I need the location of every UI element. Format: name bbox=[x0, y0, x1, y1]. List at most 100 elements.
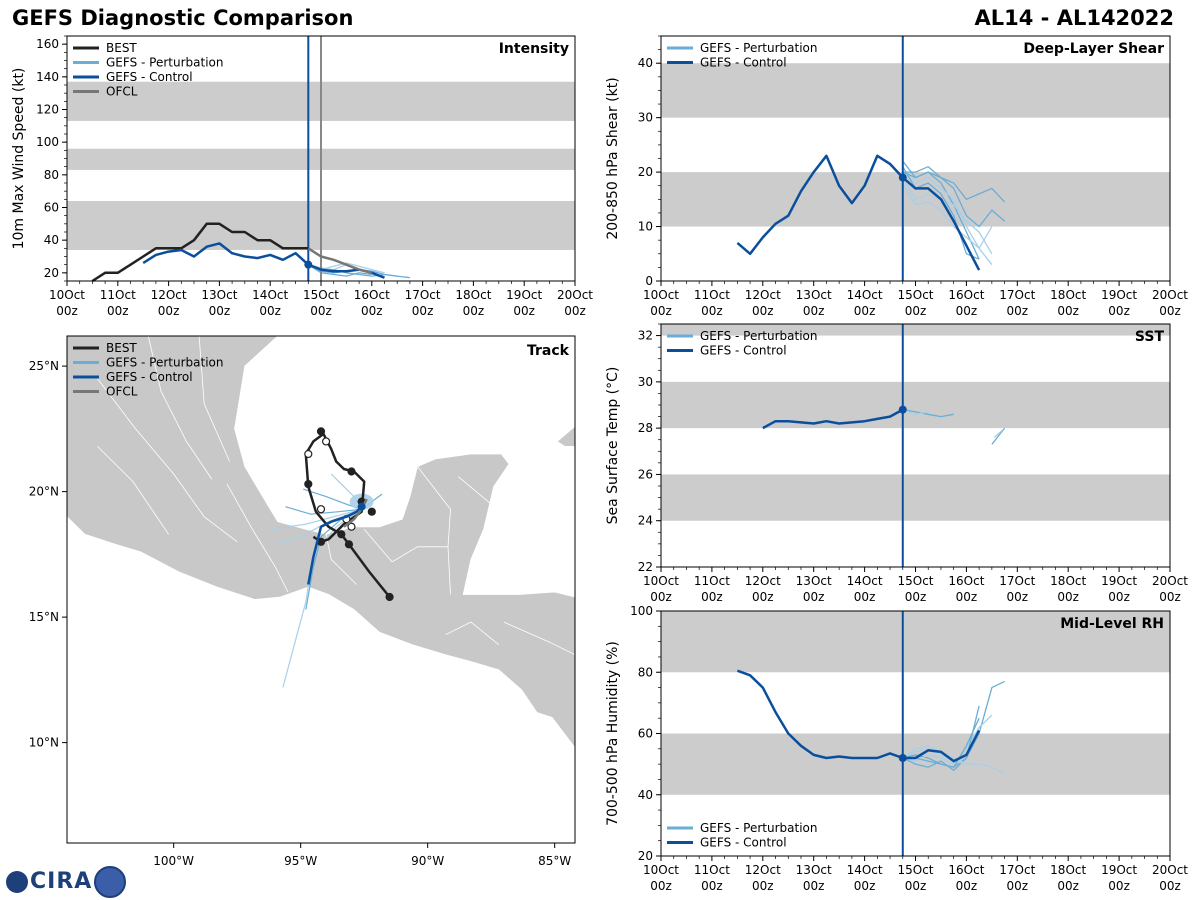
rh-xtick-hour-label: 00z bbox=[701, 879, 723, 893]
rh-xtick-day-label: 13Oct bbox=[796, 863, 832, 877]
rh-perturbation-line bbox=[902, 714, 993, 765]
intensity-init-marker bbox=[304, 260, 313, 269]
shear-perturbation-line bbox=[902, 165, 1006, 228]
track-legend-label: BEST bbox=[106, 341, 137, 355]
sst-xtick-day-label: 12Oct bbox=[745, 574, 781, 588]
sst-xtick-hour-label: 00z bbox=[956, 590, 978, 604]
intensity-legend-label: GEFS - Control bbox=[106, 70, 193, 84]
rh-band bbox=[661, 611, 1170, 673]
intensity-legend-label: BEST bbox=[106, 41, 137, 55]
rh-xtick-day-label: 10Oct bbox=[643, 863, 679, 877]
shear-ytick-label: 40 bbox=[638, 56, 653, 70]
land-cuba bbox=[556, 425, 575, 447]
sst-xtick-day-label: 10Oct bbox=[643, 574, 679, 588]
intensity-xtick-hour-label: 00z bbox=[564, 304, 586, 318]
track-perturbation-line bbox=[285, 506, 362, 515]
sst-xtick-hour-label: 00z bbox=[752, 590, 774, 604]
intensity-ytick-label: 40 bbox=[44, 233, 59, 247]
sst-xtick-hour-label: 00z bbox=[1057, 590, 1079, 604]
intensity-xtick-hour-label: 00z bbox=[361, 304, 383, 318]
sst-xtick-day-label: 11Oct bbox=[694, 574, 730, 588]
rh-xtick-hour-label: 00z bbox=[650, 879, 672, 893]
track-xtick-label: 95°W bbox=[284, 854, 317, 868]
rh-xtick-day-label: 19Oct bbox=[1101, 863, 1137, 877]
track-best-marker bbox=[347, 467, 356, 476]
shear-xtick-hour-label: 00z bbox=[650, 304, 672, 318]
rh-xtick-hour-label: 00z bbox=[1159, 879, 1181, 893]
shear-xtick-hour-label: 00z bbox=[905, 304, 927, 318]
shear-xtick-day-label: 12Oct bbox=[745, 288, 781, 302]
intensity-xtick-day-label: 17Oct bbox=[405, 288, 441, 302]
rh-panel: 20 40 60 80 100 10Oct 00z 11Oct 00z 12Oct 00z 13Oct… bbox=[605, 604, 1188, 893]
shear-ytick-label: 20 bbox=[638, 165, 653, 179]
sst-xtick-day-label: 19Oct bbox=[1101, 574, 1137, 588]
rh-xtick-hour-label: 00z bbox=[905, 879, 927, 893]
intensity-ytick-label: 80 bbox=[44, 168, 59, 182]
rh-xtick-day-label: 20Oct bbox=[1152, 863, 1188, 877]
sst-perturbation-line bbox=[993, 430, 1003, 438]
rh-ytick-label: 80 bbox=[638, 665, 653, 679]
sst-panel: 22 24 26 28 30 32 10Oct 00z 11Oct 00z 12Oct 00z 13Oc… bbox=[605, 323, 1188, 604]
sst-y-axis-label: Sea Surface Temp (°C) bbox=[605, 367, 621, 525]
track-gefs-control-line bbox=[307, 505, 363, 585]
sst-ytick-label: 32 bbox=[638, 329, 653, 343]
figure-title: GEFS Diagnostic Comparison bbox=[12, 6, 354, 30]
rh-init-marker bbox=[898, 754, 907, 762]
rh-ytick-label: 20 bbox=[638, 849, 653, 863]
sst-xtick-hour-label: 00z bbox=[1159, 590, 1181, 604]
track-ytick-label: 20°N bbox=[29, 485, 59, 499]
track-best-marker bbox=[337, 530, 346, 539]
state-border bbox=[198, 336, 230, 462]
storm-id-title: AL14 - AL142022 bbox=[974, 6, 1175, 30]
state-border bbox=[445, 621, 500, 646]
state-border bbox=[457, 476, 492, 505]
sst-xtick-hour-label: 00z bbox=[1007, 590, 1029, 604]
track-ytick-label: 10°N bbox=[29, 736, 59, 750]
shear-legend-label: GEFS - Perturbation bbox=[700, 41, 817, 55]
intensity-ofcl-line bbox=[307, 247, 373, 275]
intensity-xtick-day-label: 13Oct bbox=[201, 288, 237, 302]
shear-xtick-hour-label: 00z bbox=[803, 304, 825, 318]
shear-xtick-day-label: 14Oct bbox=[847, 288, 883, 302]
cira-logo-icon bbox=[6, 871, 28, 893]
sst-xtick-hour-label: 00z bbox=[854, 590, 876, 604]
track-map-layer bbox=[67, 336, 575, 749]
intensity-perturbation-line bbox=[307, 264, 372, 277]
sst-ytick-label: 26 bbox=[638, 467, 653, 481]
sst-perturbation-line bbox=[991, 427, 1006, 445]
shear-xtick-hour-label: 00z bbox=[1007, 304, 1029, 318]
track-legend-label: GEFS - Control bbox=[106, 370, 193, 384]
sst-xtick-day-label: 18Oct bbox=[1050, 574, 1086, 588]
track-best-marker bbox=[367, 507, 376, 516]
intensity-xtick-day-label: 11Oct bbox=[100, 288, 136, 302]
track-ytick-label: 15°N bbox=[29, 610, 59, 624]
intensity-ytick-label: 20 bbox=[44, 266, 59, 280]
track-best-marker bbox=[385, 592, 394, 602]
shear-perturbation-line bbox=[902, 182, 993, 250]
intensity-gefs-control-line bbox=[142, 242, 385, 279]
rh-xtick-day-label: 14Oct bbox=[847, 863, 883, 877]
state-border bbox=[503, 621, 575, 656]
rh-xtick-day-label: 15Oct bbox=[897, 863, 933, 877]
intensity-xtick-day-label: 20Oct bbox=[557, 288, 593, 302]
rh-y-axis-label: 700-500 hPa Humidity (%) bbox=[605, 641, 621, 826]
sst-band bbox=[661, 324, 1170, 336]
track-xtick-label: 100°W bbox=[153, 854, 194, 868]
intensity-ytick-label: 120 bbox=[36, 103, 59, 117]
shear-perturbation-line bbox=[902, 171, 993, 266]
intensity-ytick-label: 140 bbox=[36, 70, 59, 84]
shear-xtick-day-label: 17Oct bbox=[999, 288, 1035, 302]
rh-ytick-label: 40 bbox=[638, 788, 653, 802]
sst-xtick-day-label: 17Oct bbox=[999, 574, 1035, 588]
shear-xtick-hour-label: 00z bbox=[1057, 304, 1079, 318]
sst-perturbation-line bbox=[902, 408, 929, 415]
sst-xtick-day-label: 14Oct bbox=[847, 574, 883, 588]
intensity-xtick-hour-label: 00z bbox=[107, 304, 129, 318]
sst-xtick-day-label: 13Oct bbox=[796, 574, 832, 588]
intensity-xtick-day-label: 12Oct bbox=[151, 288, 187, 302]
intensity-xtick-day-label: 14Oct bbox=[252, 288, 288, 302]
shear-init-marker bbox=[898, 173, 907, 182]
track-ytick-label: 25°N bbox=[29, 359, 59, 373]
rh-xtick-hour-label: 00z bbox=[752, 879, 774, 893]
